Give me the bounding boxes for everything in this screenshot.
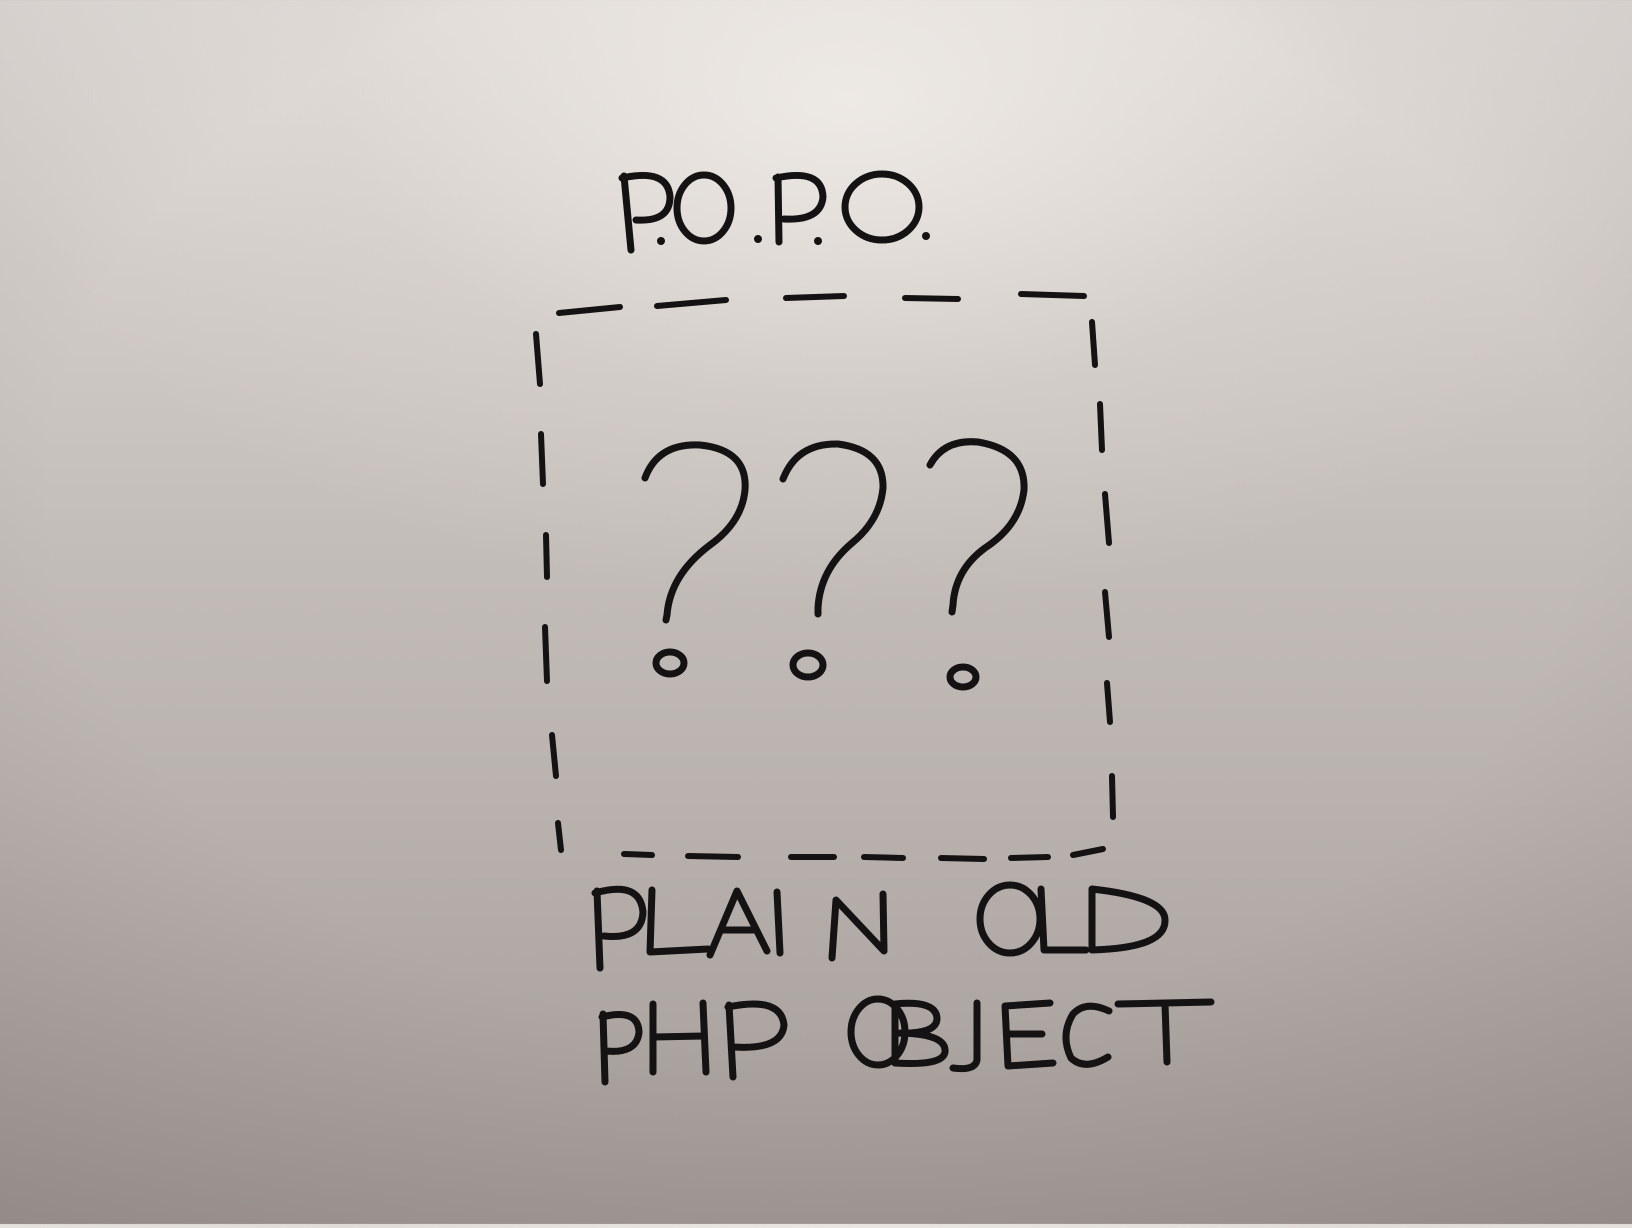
heading-popo: [618, 170, 930, 254]
question-marks: [641, 438, 1028, 691]
caption-plain-old: [591, 881, 1169, 972]
dashed-object-box: [533, 291, 1116, 862]
heading-text: P.O.P.O.: [612, 176, 905, 269]
caption-line-1-text: PLAIN OLD: [595, 891, 1022, 984]
box-content-text: ???: [640, 440, 1054, 742]
caption-php-object: [598, 995, 1215, 1086]
